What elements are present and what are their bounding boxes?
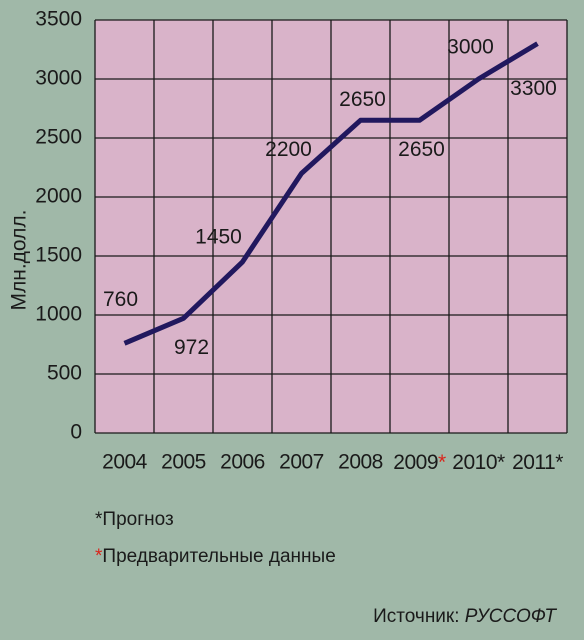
- data-label: 972: [174, 336, 209, 359]
- data-label: 2200: [265, 138, 312, 161]
- y-tick-label: 1500: [35, 244, 82, 267]
- x-tick-label: 2008: [338, 451, 383, 474]
- data-label: 3300: [510, 77, 557, 100]
- y-axis-label: Млн.долл.: [8, 210, 31, 311]
- x-tick-year: 2009: [393, 451, 438, 474]
- x-tick-mark: *: [497, 451, 505, 474]
- footnote-text: Прогноз: [102, 509, 173, 530]
- footnote-text: Предварительные данные: [102, 546, 335, 567]
- x-tick-label: 2010*: [452, 451, 505, 474]
- x-tick-label: 2009*: [393, 451, 446, 474]
- data-label: 1450: [195, 225, 242, 248]
- y-tick-label: 3500: [35, 8, 82, 31]
- footnote: *Прогноз: [95, 509, 174, 530]
- x-tick-mark: *: [438, 451, 446, 474]
- x-tick-label: 2006: [220, 451, 265, 474]
- source-name: РУССОФТ: [465, 606, 558, 627]
- footnote: *Предварительные данные: [95, 546, 336, 567]
- y-tick-label: 2500: [35, 126, 82, 149]
- data-label: 760: [103, 288, 138, 311]
- x-tick-label: 2005: [161, 451, 206, 474]
- y-tick-label: 3000: [35, 67, 82, 90]
- footnote-mark: *: [95, 546, 103, 567]
- x-tick-label: 2007: [279, 451, 324, 474]
- footnote-mark: *: [95, 509, 103, 530]
- x-tick-year: 2011: [512, 451, 555, 474]
- y-tick-label: 0: [70, 421, 82, 444]
- y-tick-label: 500: [47, 362, 82, 385]
- data-label: 2650: [339, 88, 386, 111]
- y-tick-label: 1000: [35, 303, 82, 326]
- x-tick-label: 2011*: [512, 451, 563, 474]
- source: Источник: РУССОФТ: [373, 606, 557, 627]
- y-tick-label: 2000: [35, 185, 82, 208]
- data-label: 3000: [447, 36, 494, 59]
- source-label: Источник:: [373, 606, 459, 627]
- x-tick-mark: *: [555, 451, 563, 474]
- x-tick-year: 2010: [452, 451, 497, 474]
- data-label: 2650: [398, 138, 445, 161]
- x-tick-label: 2004: [102, 451, 148, 474]
- line: [123, 41, 539, 346]
